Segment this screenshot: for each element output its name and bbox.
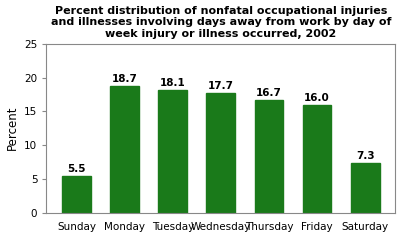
- Y-axis label: Percent: Percent: [6, 106, 18, 150]
- Bar: [158, 90, 187, 213]
- Title: Percent distribution of nonfatal occupational injuries
and illnesses involving d: Percent distribution of nonfatal occupat…: [51, 5, 391, 39]
- Text: 17.7: 17.7: [208, 81, 234, 91]
- Text: 16.7: 16.7: [256, 88, 282, 98]
- Bar: [303, 104, 332, 213]
- Text: 16.0: 16.0: [304, 93, 330, 103]
- Bar: [351, 163, 380, 213]
- Text: 7.3: 7.3: [356, 151, 375, 161]
- Text: 18.7: 18.7: [112, 74, 138, 84]
- Bar: [110, 86, 139, 213]
- Text: 18.1: 18.1: [160, 78, 186, 88]
- Bar: [207, 93, 235, 213]
- Text: 5.5: 5.5: [67, 164, 86, 174]
- Bar: [62, 176, 91, 213]
- Bar: [255, 100, 284, 213]
